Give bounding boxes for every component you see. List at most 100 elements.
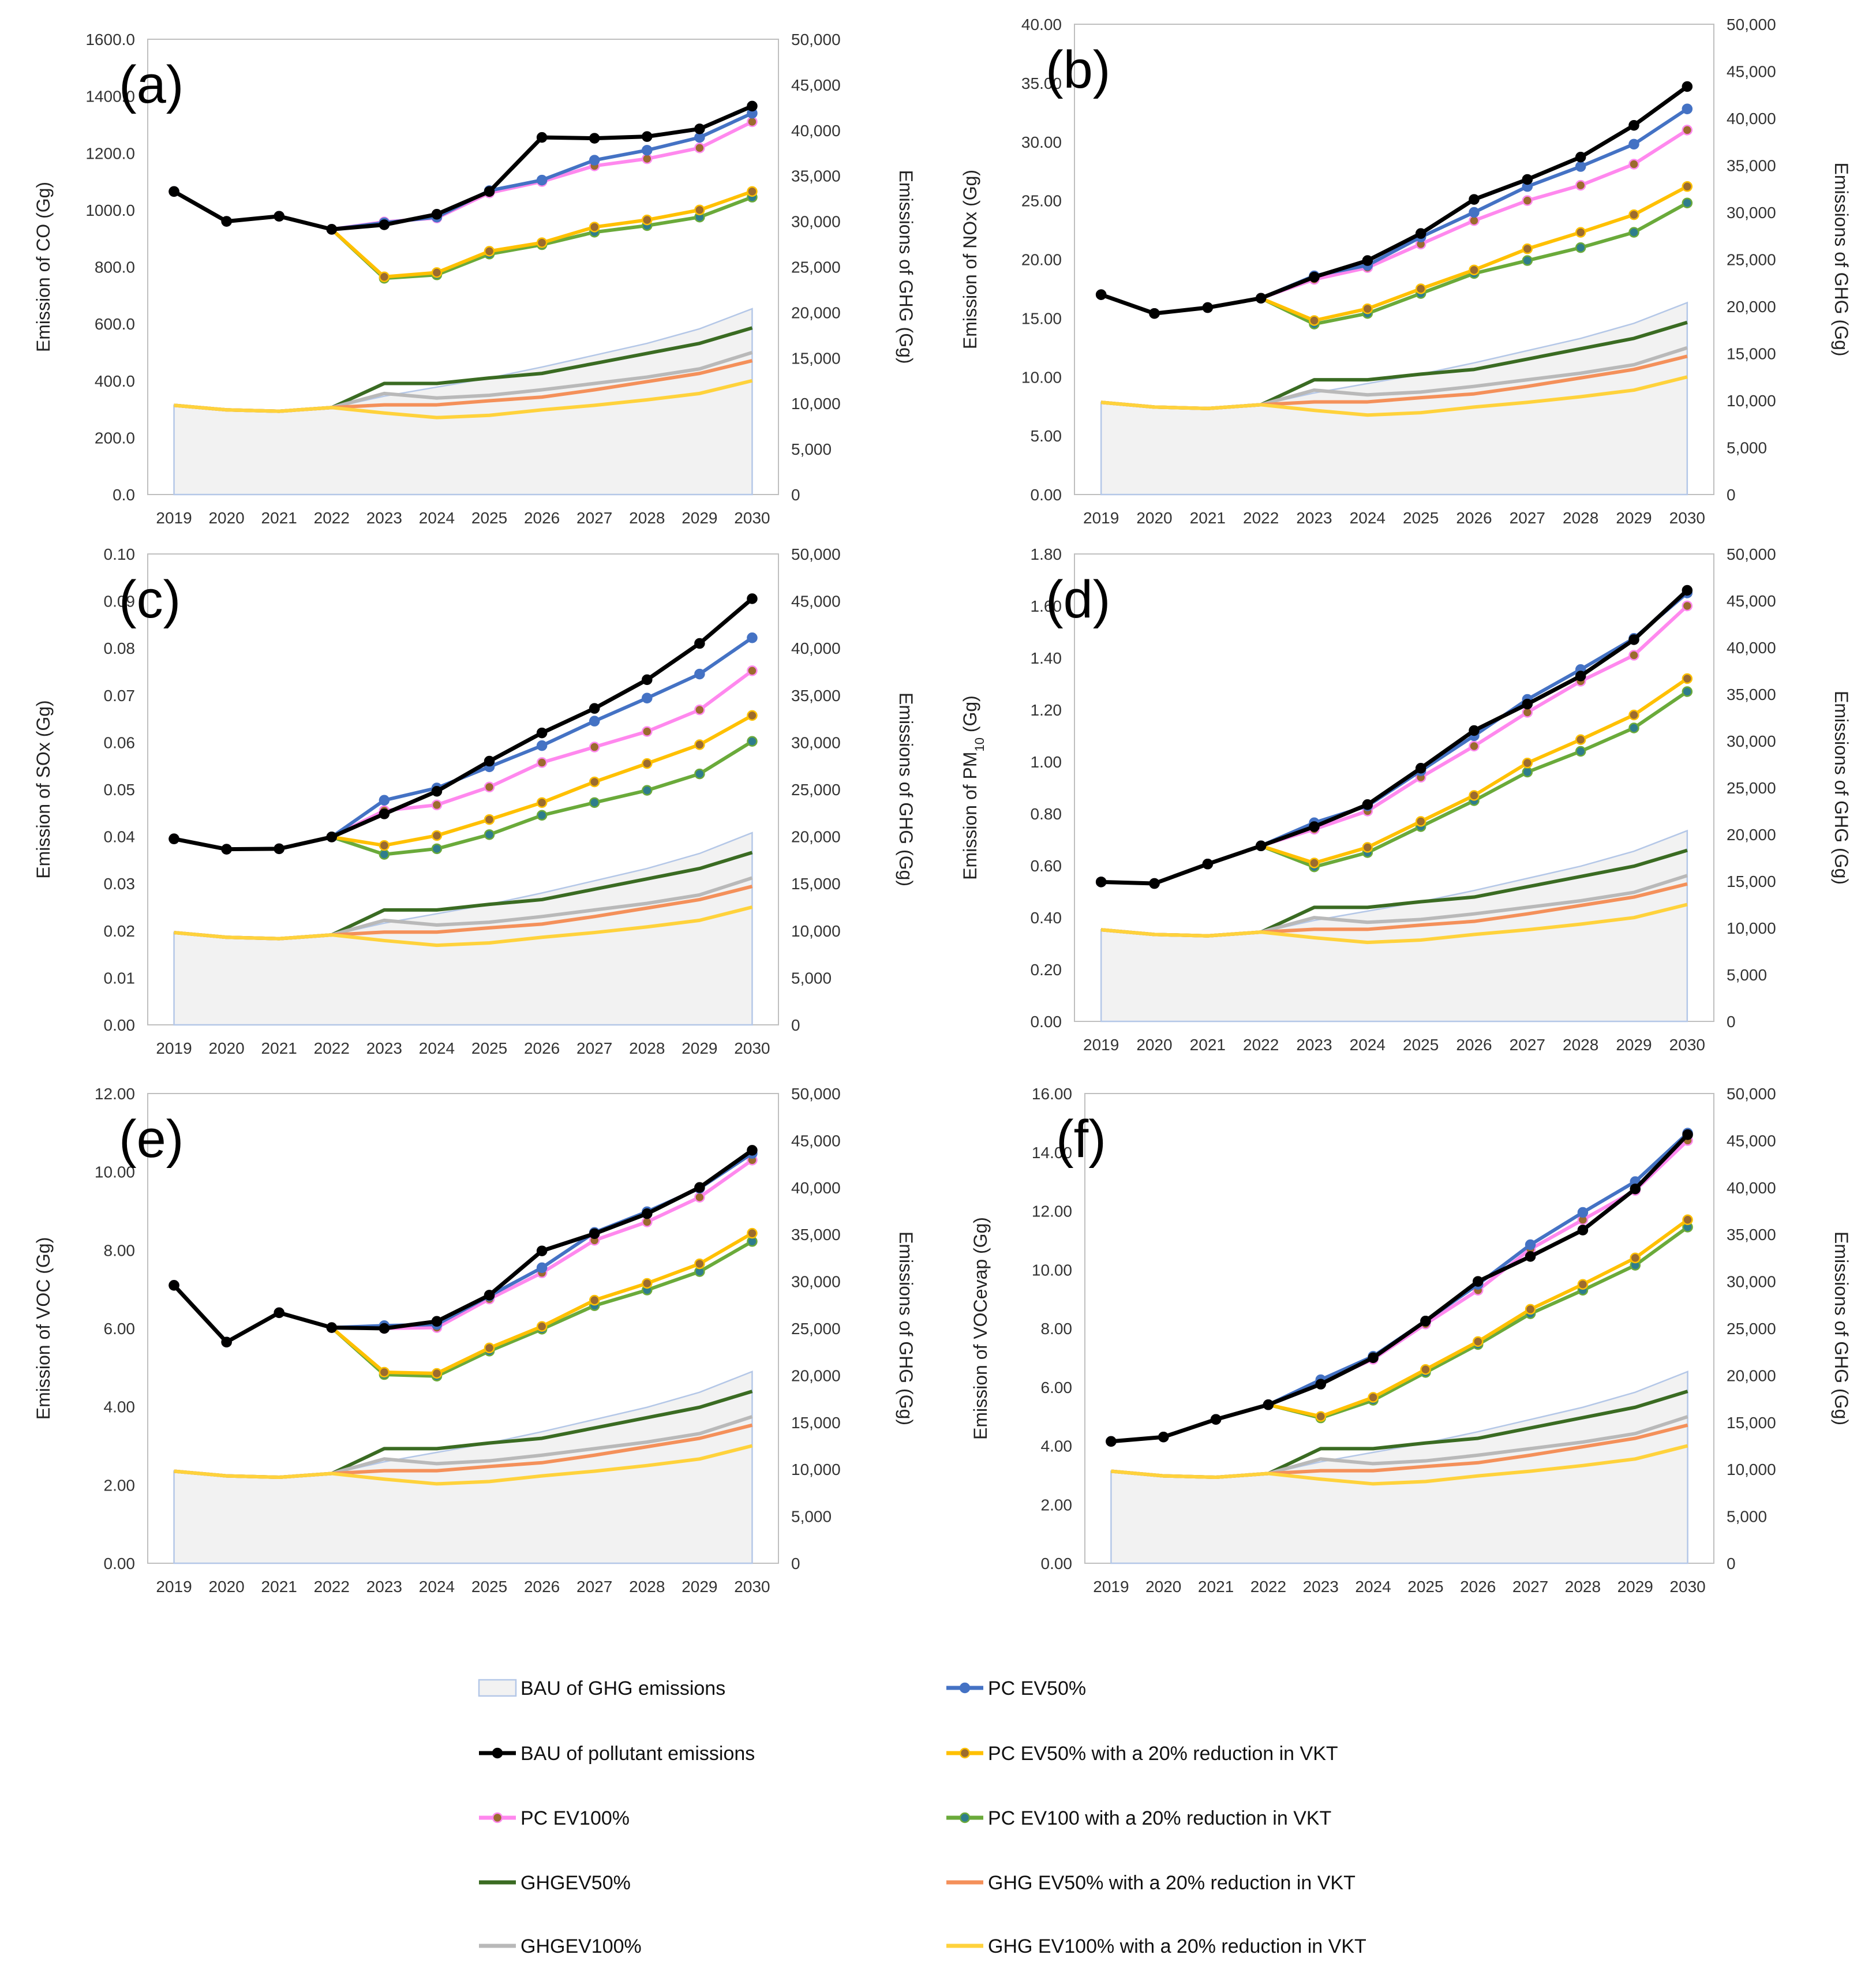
point-pc_ev100-2029 <box>1628 650 1639 661</box>
line-pc_ev100_vkt <box>1100 201 1688 326</box>
line-ghg_ev100_vkt <box>174 1444 753 1486</box>
point-pc_ev100-2028 <box>642 726 653 737</box>
line-pc_ev100 <box>173 120 753 231</box>
point-pc_ev50-2027 <box>589 155 600 166</box>
point-bau_pol-2026 <box>1469 725 1480 736</box>
y-tick-right: 30,000 <box>1727 204 1776 222</box>
point-bau_pol-2024 <box>1362 255 1373 266</box>
point-pc_ev50_vkt-2029 <box>1628 209 1639 220</box>
point-pc_ev100_vkt-2027 <box>1522 255 1533 266</box>
x-tick: 2030 <box>1669 1578 1705 1596</box>
point-pc_ev100_vkt-2028 <box>1575 242 1586 253</box>
y-tick-right: 5,000 <box>791 1508 832 1526</box>
x-tick: 2030 <box>1669 509 1705 527</box>
line-bau_pol <box>173 597 754 852</box>
y-tick-left: 0.00 <box>104 1555 136 1572</box>
point-pc_ev100_vkt-2030 <box>1682 197 1693 208</box>
x-tick: 2029 <box>681 509 717 527</box>
point-pc_ev50_vkt-2030 <box>747 186 758 197</box>
y-tick-right: 40,000 <box>1727 1179 1776 1197</box>
x-tick: 2027 <box>1510 1036 1545 1054</box>
point-pc_ev100_vkt-2027 <box>589 797 600 808</box>
legend-label: PC EV100 with a 20% reduction in VKT <box>988 1807 1331 1829</box>
panel-label: (f) <box>1056 1110 1106 1169</box>
y-tick-right: 50,000 <box>791 31 841 48</box>
x-tick: 2027 <box>576 1578 612 1596</box>
point-pc_ev100-2030 <box>1682 600 1693 612</box>
x-tick: 2021 <box>1190 1036 1226 1054</box>
y-tick-right: 5,000 <box>791 440 832 458</box>
y-tick-left: 0.00 <box>1041 1555 1073 1572</box>
y-tick-left: 0.05 <box>104 781 136 799</box>
y-tick-left: 8.00 <box>1041 1320 1073 1338</box>
point-bau_pol-2028 <box>642 131 653 142</box>
point-pc_ev100_vkt-2030 <box>747 736 758 747</box>
point-bau_pol-2020 <box>1149 878 1160 889</box>
x-tick: 2024 <box>419 1039 455 1057</box>
point-bau_pol-2025 <box>1420 1316 1431 1327</box>
y-tick-right: 45,000 <box>791 1132 841 1149</box>
y-tick-left: 5.00 <box>1031 427 1062 445</box>
point-pc_ev100_vkt-2027 <box>1522 766 1533 778</box>
x-tick: 2024 <box>1350 1036 1386 1054</box>
point-pc_ev50_vkt-2030 <box>747 710 758 721</box>
point-pc_ev50-2030 <box>747 632 758 643</box>
legend-label: PC EV50% with a 20% reduction in VKT <box>988 1743 1338 1765</box>
x-tick: 2022 <box>1243 1036 1279 1054</box>
x-tick: 2029 <box>681 1039 717 1057</box>
point-pc_ev50_vkt-2024 <box>1362 303 1373 314</box>
point-pc_ev50-2026 <box>536 174 548 186</box>
point-pc_ev100-2027 <box>589 742 600 752</box>
x-tick: 2025 <box>471 509 507 527</box>
point-bau_pol-2026 <box>1473 1276 1484 1287</box>
x-tick: 2021 <box>261 1039 297 1057</box>
point-pc_ev50_vkt-2025 <box>1415 816 1426 827</box>
y-tick-right: 30,000 <box>1727 1273 1776 1291</box>
x-tick: 2020 <box>1136 1036 1172 1054</box>
y-tick-right: 15,000 <box>1727 345 1776 363</box>
x-tick: 2023 <box>1296 509 1332 527</box>
y-label-left: Emission of CO (Gg) <box>33 182 54 352</box>
point-pc_ev50-2029 <box>1628 138 1639 150</box>
point-pc_ev100-2027 <box>1522 195 1533 206</box>
legend-marker <box>492 1812 503 1824</box>
point-pc_ev100-2026 <box>1469 740 1480 752</box>
point-pc_ev50-2030 <box>1682 103 1693 114</box>
y-tick-left: 1400.0 <box>85 88 135 106</box>
line-bau_pol <box>1100 85 1688 316</box>
point-bau_pol-2029 <box>694 1182 705 1193</box>
point-bau_pol-2028 <box>1575 671 1586 682</box>
point-bau_pol-2020 <box>1158 1431 1169 1443</box>
panel-label: (a) <box>119 55 184 114</box>
point-pc_ev50_vkt-2029 <box>694 739 705 750</box>
y-tick-right: 10,000 <box>1727 392 1776 410</box>
x-tick: 2022 <box>314 1578 350 1596</box>
y-tick-left: 1.20 <box>1031 701 1062 719</box>
y-tick-left: 0.02 <box>104 922 136 940</box>
point-bau_pol-2025 <box>484 1290 495 1301</box>
y-tick-left: 4.00 <box>1041 1437 1073 1455</box>
point-pc_ev50_vkt-2026 <box>536 797 548 808</box>
y-tick-right: 45,000 <box>1727 592 1776 610</box>
x-tick: 2028 <box>629 1578 665 1596</box>
point-bau_pol-2022 <box>326 224 338 235</box>
y-tick-right: 10,000 <box>1727 1461 1776 1478</box>
y-tick-right: 10,000 <box>791 395 841 413</box>
point-pc_ev50_vkt-2023 <box>379 840 390 851</box>
y-tick-left: 0.20 <box>1031 961 1062 979</box>
x-tick: 2022 <box>1243 509 1279 527</box>
y-label-left: Emission of PM10 (Gg) <box>960 695 987 880</box>
y-tick-right: 35,000 <box>1727 686 1776 703</box>
y-tick-right: 30,000 <box>1727 732 1776 750</box>
x-tick: 2026 <box>524 1578 560 1596</box>
point-pc_ev50-2027 <box>1525 1239 1536 1250</box>
point-pc_ev50_vkt-2027 <box>589 1294 600 1306</box>
point-pc_ev50_vkt-2023 <box>1315 1411 1326 1422</box>
point-pc_ev50-2028 <box>1575 161 1586 172</box>
point-pc_ev50_vkt-2030 <box>1682 1214 1693 1226</box>
line-bau_pol <box>173 104 753 231</box>
point-pc_ev50_vkt-2025 <box>484 246 495 257</box>
point-bau_pol-2020 <box>1149 308 1160 319</box>
y-tick-right: 45,000 <box>1727 1132 1776 1149</box>
point-pc_ev50_vkt-2025 <box>484 814 495 825</box>
